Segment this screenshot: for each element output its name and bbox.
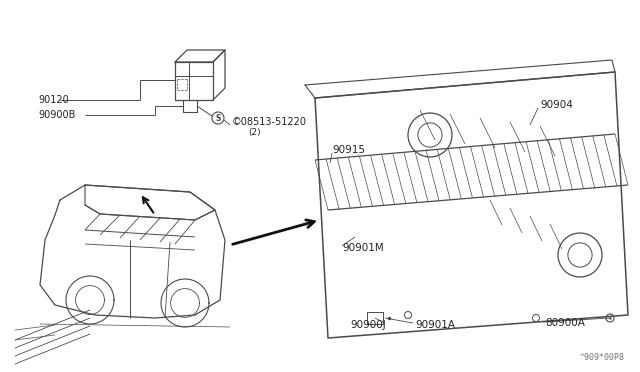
Text: 90901M: 90901M [342, 243, 384, 253]
Text: 90120: 90120 [38, 95, 68, 105]
Text: 90901A: 90901A [415, 320, 455, 330]
Text: 80900A: 80900A [545, 318, 585, 328]
Text: (2): (2) [248, 128, 260, 137]
Text: ©08513-51220: ©08513-51220 [232, 117, 307, 127]
Text: 90900B: 90900B [38, 110, 76, 120]
Text: 90900J: 90900J [350, 320, 386, 330]
Text: S: S [215, 113, 221, 122]
Text: ^909*00P8: ^909*00P8 [580, 353, 625, 362]
Text: 90915: 90915 [332, 145, 365, 155]
Text: 90904: 90904 [540, 100, 573, 110]
